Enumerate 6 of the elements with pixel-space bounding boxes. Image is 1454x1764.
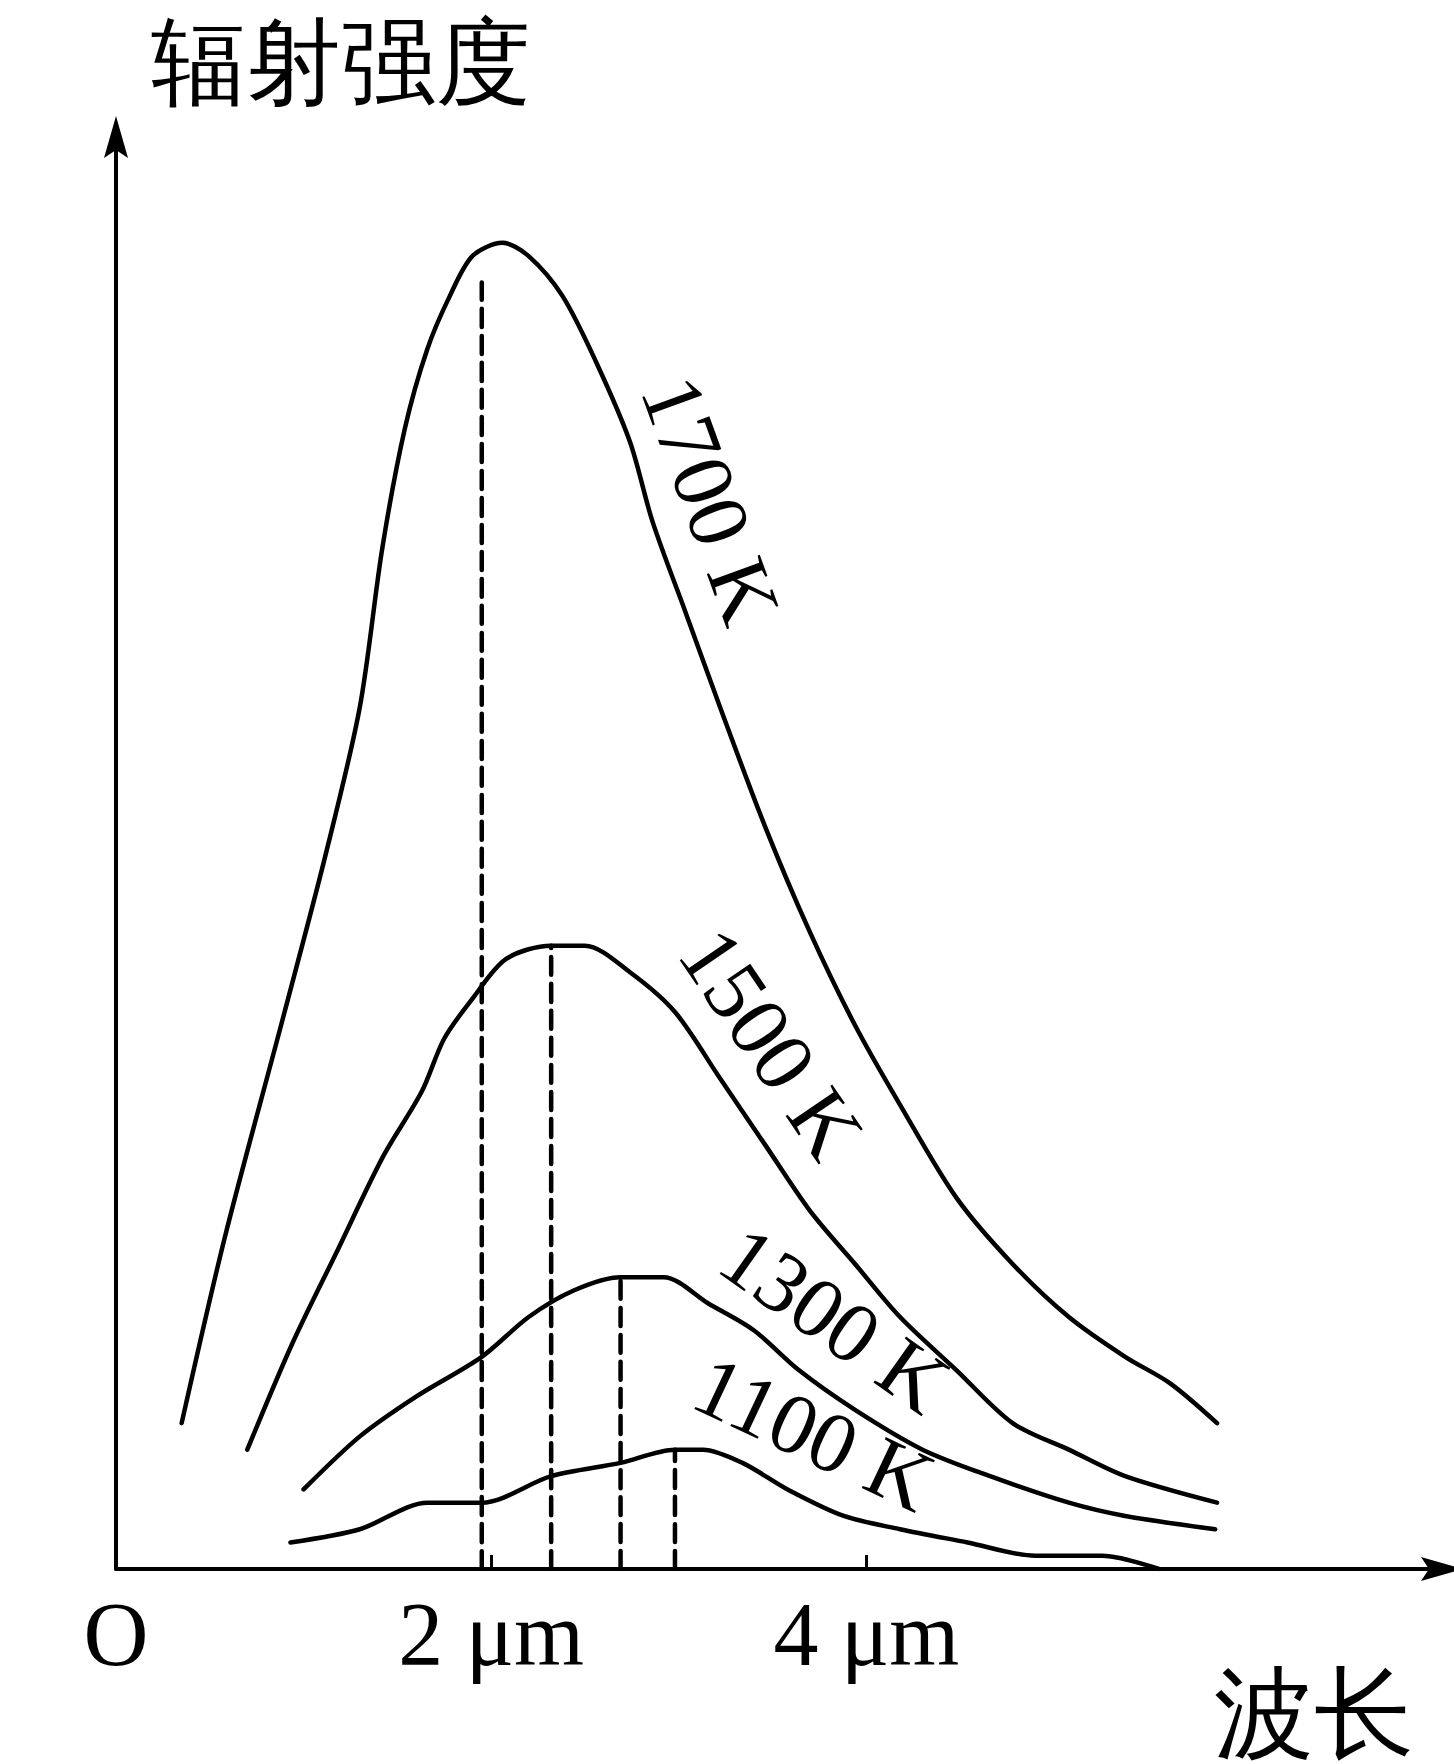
text: 1700 K: [621, 363, 800, 637]
x-axis-title: 波长: [1214, 1658, 1414, 1764]
x-tick-label: 4 μm: [773, 1584, 960, 1684]
y-axis-title: 辐射强度: [151, 9, 531, 116]
x-tick-label: O: [83, 1584, 149, 1684]
x-tick-label: 2 μm: [398, 1584, 585, 1684]
